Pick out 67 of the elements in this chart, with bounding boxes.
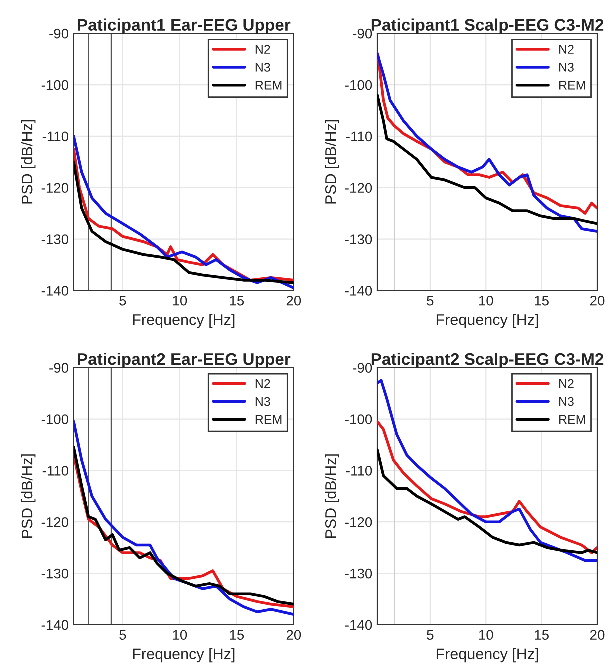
y-tick-label: -140 bbox=[345, 286, 372, 296]
line-series bbox=[378, 448, 598, 554]
x-tick-label: 20 bbox=[286, 630, 302, 640]
x-tick-label: 20 bbox=[286, 296, 302, 306]
y-tick-label: -120 bbox=[42, 517, 69, 528]
y-tick-label: -140 bbox=[42, 286, 69, 296]
y-tick-label: -90 bbox=[50, 28, 69, 39]
x-tick-label: 10 bbox=[173, 296, 188, 306]
y-axis-title: PSD [dB/Hz] bbox=[21, 120, 36, 204]
y-tick-label: -100 bbox=[345, 80, 372, 90]
x-tick-label: 5 bbox=[427, 296, 434, 306]
y-tick-label: -90 bbox=[353, 363, 372, 374]
legend-label: REM bbox=[560, 415, 586, 424]
legend-label: N2 bbox=[256, 379, 270, 388]
line-series bbox=[378, 379, 598, 562]
legend-label: N2 bbox=[560, 45, 574, 54]
x-tick-label: 15 bbox=[230, 296, 244, 306]
x-axis-title: Frequency [Hz] bbox=[436, 314, 538, 328]
y-tick-label: -100 bbox=[42, 414, 69, 424]
x-tick-label: 10 bbox=[173, 630, 188, 640]
y-tick-label: -120 bbox=[345, 183, 372, 194]
y-tick-label: -100 bbox=[42, 80, 69, 90]
y-tick-label: -90 bbox=[50, 363, 69, 374]
y-tick-label: -110 bbox=[346, 132, 372, 142]
x-axis-title: Frequency [Hz] bbox=[436, 648, 538, 663]
x-tick-label: 5 bbox=[120, 296, 126, 306]
y-tick-label: -120 bbox=[345, 517, 372, 528]
y-tick-label: -130 bbox=[345, 234, 372, 244]
legend-label: REM bbox=[256, 81, 282, 90]
y-tick-label: -110 bbox=[42, 466, 69, 476]
y-tick-label: -130 bbox=[42, 568, 69, 579]
x-tick-label: 20 bbox=[590, 630, 605, 640]
y-tick-label: -100 bbox=[345, 414, 372, 424]
y-tick-label: -110 bbox=[42, 132, 69, 142]
x-axis-title: Frequency [Hz] bbox=[133, 314, 235, 328]
y-axis-title: PSD [dB/Hz] bbox=[325, 454, 340, 538]
x-tick-label: 10 bbox=[479, 296, 494, 306]
x-tick-label: 15 bbox=[535, 630, 549, 640]
y-tick-label: -130 bbox=[345, 568, 372, 579]
y-tick-label: -110 bbox=[346, 466, 372, 476]
legend-label: N3 bbox=[256, 397, 270, 406]
legend-label: N2 bbox=[560, 379, 574, 388]
x-tick-label: 10 bbox=[479, 630, 494, 640]
legend-label: N3 bbox=[256, 63, 270, 72]
y-tick-label: -120 bbox=[42, 183, 69, 194]
legend-label: N3 bbox=[560, 397, 574, 406]
y-tick-label: -140 bbox=[42, 620, 69, 630]
y-axis-title: PSD [dB/Hz] bbox=[325, 120, 340, 204]
chart-title: Paticipant1 Scalp-EEG C3-M2 bbox=[372, 18, 604, 34]
line-series bbox=[378, 94, 598, 226]
x-tick-label: 15 bbox=[535, 296, 549, 306]
x-tick-label: 15 bbox=[230, 630, 244, 640]
chart-title: Paticipant1 Ear-EEG Upper bbox=[78, 18, 291, 34]
y-tick-label: -90 bbox=[353, 28, 372, 39]
chart-title: Paticipant2 Scalp-EEG C3-M2 bbox=[372, 352, 604, 369]
chart-title: Paticipant2 Ear-EEG Upper bbox=[78, 352, 291, 369]
y-tick-label: -140 bbox=[345, 620, 372, 630]
x-tick-label: 20 bbox=[590, 296, 605, 306]
x-tick-label: 5 bbox=[427, 630, 434, 640]
legend-label: N2 bbox=[256, 45, 270, 54]
x-axis-title: Frequency [Hz] bbox=[133, 648, 235, 663]
y-tick-label: -130 bbox=[42, 234, 69, 244]
legend-label: REM bbox=[256, 415, 282, 424]
y-axis-title: PSD [dB/Hz] bbox=[21, 454, 36, 538]
legend-label: REM bbox=[560, 81, 586, 90]
x-tick-label: 5 bbox=[120, 630, 126, 640]
legend-label: N3 bbox=[560, 63, 574, 72]
